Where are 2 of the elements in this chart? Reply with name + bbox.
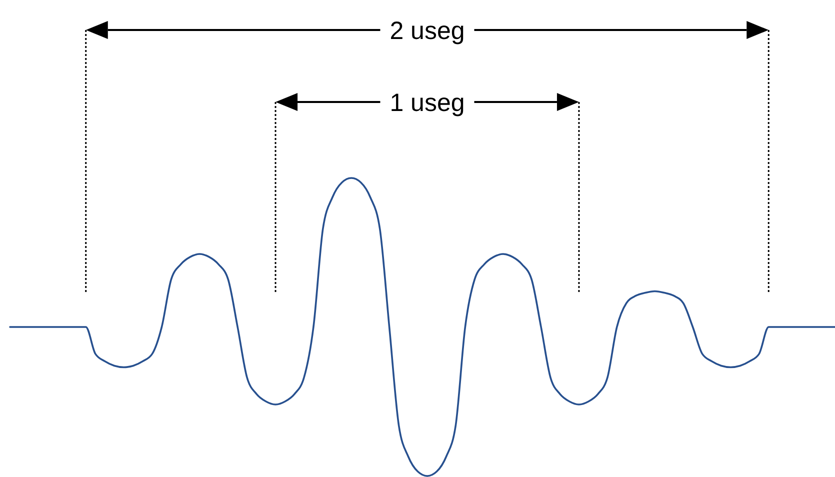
text: 1 useg [390,88,465,117]
text: 2 useg [390,16,465,45]
